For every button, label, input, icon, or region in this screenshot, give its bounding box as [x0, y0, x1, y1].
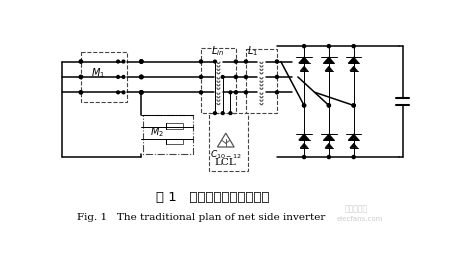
- Circle shape: [117, 76, 119, 78]
- Circle shape: [327, 45, 331, 48]
- Text: LCL: LCL: [215, 158, 236, 168]
- Circle shape: [122, 91, 125, 94]
- Circle shape: [275, 75, 278, 79]
- Circle shape: [140, 91, 143, 94]
- Text: $L_{in}$: $L_{in}$: [212, 44, 225, 58]
- Circle shape: [234, 91, 237, 94]
- Bar: [209, 113, 248, 171]
- Polygon shape: [299, 57, 309, 63]
- Circle shape: [79, 60, 83, 63]
- Circle shape: [234, 75, 237, 79]
- Circle shape: [117, 91, 119, 94]
- Circle shape: [302, 104, 306, 107]
- Bar: [166, 123, 183, 129]
- Text: $M_2$: $M_2$: [150, 125, 164, 139]
- Circle shape: [140, 91, 143, 94]
- Circle shape: [213, 60, 216, 63]
- Bar: [81, 52, 127, 102]
- Polygon shape: [348, 57, 359, 63]
- Polygon shape: [324, 134, 334, 140]
- Circle shape: [352, 104, 355, 107]
- Circle shape: [122, 76, 125, 78]
- Circle shape: [221, 76, 224, 78]
- Circle shape: [140, 60, 143, 63]
- Circle shape: [327, 104, 331, 107]
- Circle shape: [352, 155, 355, 158]
- Polygon shape: [300, 66, 308, 71]
- Text: $L_1$: $L_1$: [247, 45, 258, 58]
- Circle shape: [275, 91, 278, 94]
- Circle shape: [122, 60, 125, 63]
- Text: $M_1$: $M_1$: [91, 66, 105, 80]
- Circle shape: [140, 75, 143, 79]
- Bar: [246, 49, 277, 113]
- Circle shape: [213, 112, 216, 115]
- Polygon shape: [350, 66, 358, 71]
- Circle shape: [244, 75, 248, 79]
- Circle shape: [352, 104, 355, 107]
- Circle shape: [244, 91, 248, 94]
- Circle shape: [117, 60, 119, 63]
- Circle shape: [200, 91, 202, 94]
- Bar: [201, 48, 236, 113]
- Circle shape: [200, 60, 202, 63]
- Polygon shape: [348, 134, 359, 140]
- Circle shape: [229, 112, 232, 115]
- Circle shape: [327, 155, 331, 158]
- Circle shape: [244, 60, 248, 63]
- Text: 电子发烧友: 电子发烧友: [344, 204, 367, 213]
- Polygon shape: [325, 66, 333, 71]
- Circle shape: [79, 91, 83, 94]
- Circle shape: [79, 75, 83, 79]
- Circle shape: [302, 104, 306, 107]
- Text: Fig. 1   The traditional plan of net side inverter: Fig. 1 The traditional plan of net side …: [77, 213, 325, 222]
- Polygon shape: [299, 134, 309, 140]
- Text: 图 1   传统的网侧变换器方案: 图 1 传统的网侧变换器方案: [156, 191, 269, 204]
- Circle shape: [327, 104, 331, 107]
- Text: elecfans.com: elecfans.com: [337, 216, 383, 222]
- Circle shape: [234, 60, 237, 63]
- Bar: [143, 115, 193, 154]
- Circle shape: [229, 91, 232, 94]
- Circle shape: [275, 60, 278, 63]
- Polygon shape: [325, 143, 333, 148]
- Circle shape: [200, 75, 202, 79]
- Circle shape: [140, 75, 143, 79]
- Text: $C_{10-12}$: $C_{10-12}$: [210, 149, 242, 161]
- Polygon shape: [300, 143, 308, 148]
- Circle shape: [302, 45, 306, 48]
- Circle shape: [140, 60, 143, 63]
- Circle shape: [302, 155, 306, 158]
- Bar: [166, 139, 183, 144]
- Polygon shape: [350, 143, 358, 148]
- Circle shape: [352, 45, 355, 48]
- Polygon shape: [324, 57, 334, 63]
- Circle shape: [221, 112, 224, 115]
